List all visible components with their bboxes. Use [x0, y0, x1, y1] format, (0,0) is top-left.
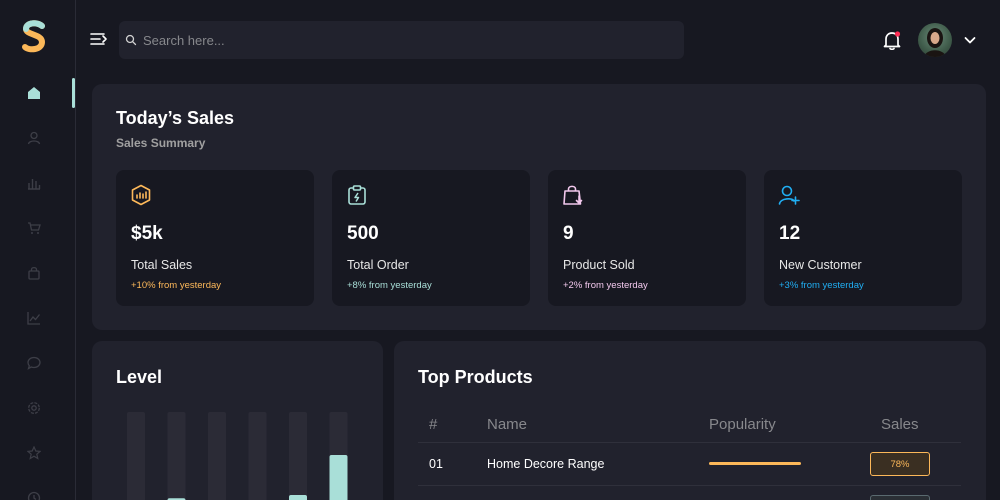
stat-change: +8% from yesterday — [347, 280, 432, 291]
level-panel: Level — [92, 341, 383, 500]
level-bar — [289, 495, 307, 500]
column-header-rank: # — [429, 416, 438, 433]
sidebar-item-profile[interactable] — [22, 126, 46, 150]
search-bar — [119, 21, 684, 59]
chevron-down-icon[interactable] — [962, 32, 978, 48]
sidebar-item-messages[interactable] — [22, 351, 46, 375]
stat-change: +3% from yesterday — [779, 280, 864, 291]
cart-icon — [28, 222, 41, 234]
stat-label: Total Order — [347, 258, 409, 272]
column-header-name: Name — [487, 416, 528, 433]
level-chart — [127, 412, 348, 500]
stat-value: $5k — [131, 223, 163, 244]
divider — [418, 442, 961, 443]
stat-label: New Customer — [779, 258, 862, 272]
row-name: Home Decore Range — [487, 457, 605, 471]
user-photo-icon — [924, 28, 946, 57]
gear-icon — [28, 402, 40, 414]
sales-badge: 78% — [870, 452, 930, 476]
bar-chart-icon — [28, 179, 41, 190]
sidebar-item-home[interactable] — [22, 81, 46, 105]
add-user-icon — [778, 185, 800, 205]
chat-icon — [27, 356, 41, 370]
sales-badge — [870, 495, 930, 500]
level-bar-track — [208, 412, 226, 500]
line-chart-icon — [27, 312, 41, 325]
level-bar-track — [289, 412, 307, 500]
stat-label: Total Sales — [131, 258, 193, 272]
sidebar-item-sales-report[interactable] — [22, 306, 46, 330]
search-input[interactable] — [143, 32, 643, 48]
sidebar — [0, 0, 76, 500]
avatar[interactable] — [918, 23, 952, 57]
stat-card-total-sales: $5k Total Sales +10% from yesterday — [116, 170, 314, 306]
stat-card-new-customer: 12 New Customer +3% from yesterday — [764, 170, 962, 306]
stat-card-total-order: 500 Total Order +8% from yesterday — [332, 170, 530, 306]
stat-value: 500 — [347, 223, 379, 244]
home-icon — [28, 87, 40, 99]
level-bar-track — [167, 412, 186, 500]
bag-icon — [28, 266, 40, 280]
shopping-bag-icon — [563, 185, 583, 205]
products-title: Top Products — [418, 367, 533, 387]
search-icon — [125, 34, 137, 46]
stat-card-product-sold: 9 Product Sold +2% from yesterday — [548, 170, 746, 306]
sidebar-item-leaderboard[interactable] — [22, 171, 46, 195]
logo-icon — [22, 20, 46, 53]
column-header-sales: Sales — [881, 416, 919, 433]
divider — [418, 485, 961, 486]
level-title: Level — [116, 367, 163, 387]
level-bar-track — [127, 412, 145, 500]
level-bar — [329, 455, 348, 500]
chart-box-icon — [131, 184, 151, 206]
stat-value: 9 — [563, 223, 574, 244]
stat-value: 12 — [779, 223, 801, 244]
sales-title: Today’s Sales — [116, 108, 235, 128]
sales-subtitle: Sales Summary — [116, 136, 206, 150]
column-header-popularity: Popularity — [709, 416, 776, 433]
stat-label: Product Sold — [563, 258, 635, 272]
sidebar-item-favourite[interactable] — [22, 441, 46, 465]
stat-change: +10% from yesterday — [131, 280, 222, 291]
sidebar-item-settings[interactable] — [22, 396, 46, 420]
menu-toggle-icon[interactable] — [88, 28, 110, 50]
notification-bell-icon[interactable] — [880, 28, 904, 52]
clipboard-icon — [348, 185, 366, 205]
sales-summary-panel: Today’s Sales Sales Summary $5k Total Sa… — [92, 84, 986, 330]
stat-change: +2% from yesterday — [563, 280, 648, 291]
sidebar-item-product[interactable] — [22, 261, 46, 285]
clock-icon — [27, 491, 41, 500]
popularity-bar — [709, 462, 801, 465]
top-products-panel: Top Products # Name Popularity Sales 01 … — [394, 341, 986, 500]
sidebar-item-order[interactable] — [22, 216, 46, 240]
star-icon — [27, 446, 41, 460]
active-indicator — [72, 78, 75, 108]
user-icon — [27, 131, 41, 145]
sidebar-item-history[interactable] — [22, 486, 46, 500]
row-rank: 01 — [429, 457, 443, 471]
level-bar-track — [248, 412, 267, 500]
